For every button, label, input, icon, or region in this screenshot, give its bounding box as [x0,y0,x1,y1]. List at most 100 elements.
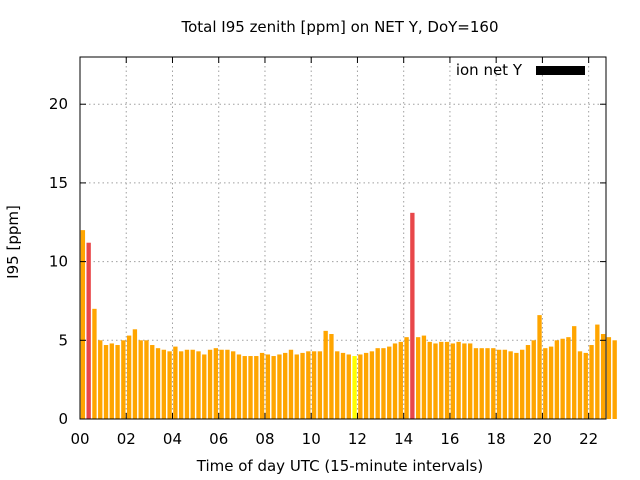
bar-normal [173,346,178,419]
axis-ticks [79,57,606,420]
bar-normal [213,348,219,419]
bar-normal [520,349,525,419]
bar-normal [271,356,276,419]
bar-normal [80,230,86,419]
bar-normal [450,343,455,419]
bar-normal [531,340,536,419]
bar-normal [219,349,224,419]
x-tick-label: 08 [255,430,274,448]
bar-normal [369,351,375,419]
bar-normal [231,351,236,419]
bar-normal [311,351,317,419]
bar-normal [433,343,438,419]
bar-normal [421,335,427,419]
bar-normal [335,351,340,419]
bar-normal [242,356,247,419]
legend-label: ion net Y [456,61,523,79]
x-tick-label: 04 [163,430,182,448]
bar-normal [138,340,143,419]
bar-normal [415,337,421,419]
bar-normal [514,352,519,419]
bar-normal [329,334,334,419]
bar-normal [184,349,190,419]
bar-normal [577,351,583,419]
y-tick-label: 0 [58,410,68,428]
bar-normal [554,340,560,419]
bar-normal [144,340,149,419]
bar-normal [543,348,548,419]
bar-normal [439,341,444,419]
legend: ion net Y [456,61,585,79]
y-axis-label: I95 [ppm] [4,205,22,279]
bar-normal [300,352,305,419]
bar-normal [115,345,120,419]
bar-high [410,212,415,419]
tick-labels: 00 02 04 06 08 10 12 14 16 18 20 22 0 5 10 15 20 [49,95,598,448]
x-tick-label: 12 [348,430,367,448]
bar-normal [167,351,172,419]
bar-normal [109,343,114,419]
bar-highlight [352,356,357,419]
bar-normal [126,335,132,419]
chart-title: Total I95 zenith [ppm] on NET Y, DoY=160 [180,18,498,36]
x-tick-label: 20 [533,430,552,448]
bar-high [86,242,91,419]
bar-normal [98,340,103,419]
plot-frame [79,56,607,420]
bar-normal [236,354,242,419]
bar-normal [473,348,479,419]
bar-normal [381,348,386,419]
bar-normal [254,356,259,419]
bars-group [80,212,617,419]
bar-normal [548,346,554,419]
bar-normal [375,348,380,419]
bar-normal [612,340,617,419]
x-tick-label: 00 [70,430,89,448]
bar-normal [288,349,294,419]
bar-normal [283,352,288,419]
bar-normal [121,340,126,419]
bar-normal [323,330,328,419]
bar-normal [317,351,323,419]
bar-normal [294,354,299,419]
bar-normal [306,351,311,419]
bar-normal [155,348,161,419]
bar-normal [444,341,450,419]
bar-normal [363,352,369,419]
bar-normal [606,337,612,419]
bar-normal [340,352,346,419]
y-tick-label: 15 [49,174,68,192]
bar-normal [178,351,184,419]
x-tick-label: 18 [487,430,506,448]
bar-normal [525,345,531,419]
bar-normal [485,348,490,419]
y-tick-label: 10 [49,253,68,271]
bar-normal [196,351,201,419]
x-tick-label: 14 [394,430,413,448]
bar-normal [277,354,282,419]
bar-normal [491,348,496,419]
y-tick-label: 20 [49,95,68,113]
legend-swatch [536,66,585,75]
x-tick-label: 16 [440,430,459,448]
bar-normal [392,343,398,419]
bar-normal [496,349,502,419]
bar-normal [583,352,588,419]
bar-normal [468,343,473,419]
bar-normal [132,329,138,419]
bar-normal [259,352,265,419]
bar-normal [537,315,542,419]
bar-normal [572,326,577,419]
bar-normal [248,356,253,419]
bar-normal [508,351,513,419]
bar-normal [387,346,392,419]
bar-normal [103,345,109,419]
x-tick-label: 02 [117,430,136,448]
bar-normal [560,338,565,419]
x-axis-label: Time of day UTC (15-minute intervals) [196,457,483,475]
bar-normal [202,354,207,419]
y-tick-label: 5 [58,331,68,349]
x-tick-label: 06 [209,430,228,448]
bar-normal [595,324,600,419]
